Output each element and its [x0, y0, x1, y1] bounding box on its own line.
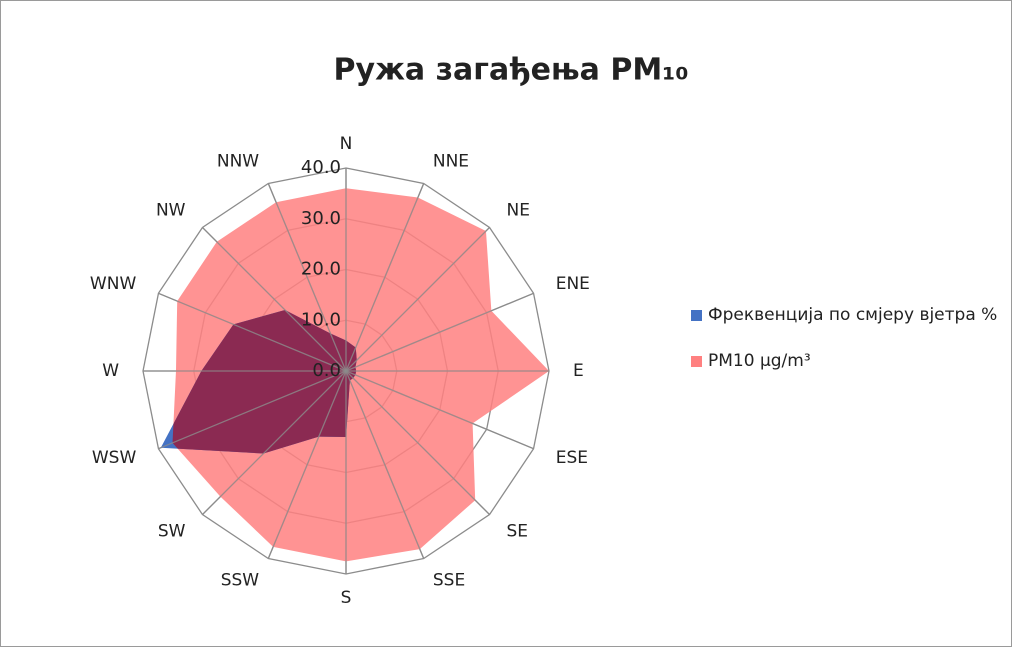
- category-label: NW: [156, 200, 186, 220]
- legend-swatch: [691, 310, 702, 321]
- category-label: S: [341, 588, 352, 608]
- chart-title: Ружа загађења PM₁₀: [334, 53, 689, 88]
- category-label: WSW: [92, 448, 137, 468]
- category-label: W: [102, 361, 119, 381]
- category-label: NNW: [217, 151, 259, 171]
- series-area: [172, 188, 549, 562]
- spoke: [158, 370, 347, 450]
- spoke: [267, 183, 347, 372]
- spoke: [345, 370, 534, 450]
- spoke: [345, 370, 491, 516]
- spoke: [345, 370, 425, 559]
- legend-item: PM10 µg/m³: [691, 347, 1011, 375]
- legend: Фреквенција по смјеру вјетра % PM10 µg/m³: [691, 301, 1011, 393]
- category-label: WNW: [90, 274, 137, 294]
- spoke: [158, 292, 347, 372]
- spoke: [345, 226, 491, 372]
- legend-label: PM10 µg/m³: [708, 351, 811, 371]
- category-label: E: [573, 361, 584, 381]
- spoke: [201, 226, 347, 372]
- category-label: SSE: [433, 571, 465, 591]
- axis-tick-label: 10.0: [301, 309, 341, 330]
- axis-tick-label: 0.0: [312, 360, 341, 381]
- axis-tick-label: 30.0: [301, 208, 341, 229]
- spoke: [267, 370, 347, 559]
- legend-label: Фреквенција по смјеру вјетра %: [708, 305, 998, 325]
- spoke: [345, 292, 534, 372]
- category-label: ENE: [556, 274, 590, 294]
- spoke: [201, 370, 347, 516]
- category-label: NNE: [433, 151, 469, 171]
- category-label: SSW: [221, 571, 260, 591]
- category-label: SE: [507, 522, 529, 542]
- legend-item: Фреквенција по смјеру вјетра %: [691, 301, 1011, 329]
- overlap: [172, 309, 357, 454]
- axis-tick-label: 20.0: [301, 259, 341, 280]
- spoke: [345, 183, 425, 372]
- category-label: NE: [507, 200, 530, 220]
- category-label: N: [340, 134, 353, 154]
- axis-tick-label: 40.0: [301, 157, 341, 178]
- legend-swatch: [691, 356, 702, 367]
- category-label: ESE: [556, 448, 588, 468]
- category-label: SW: [158, 522, 186, 542]
